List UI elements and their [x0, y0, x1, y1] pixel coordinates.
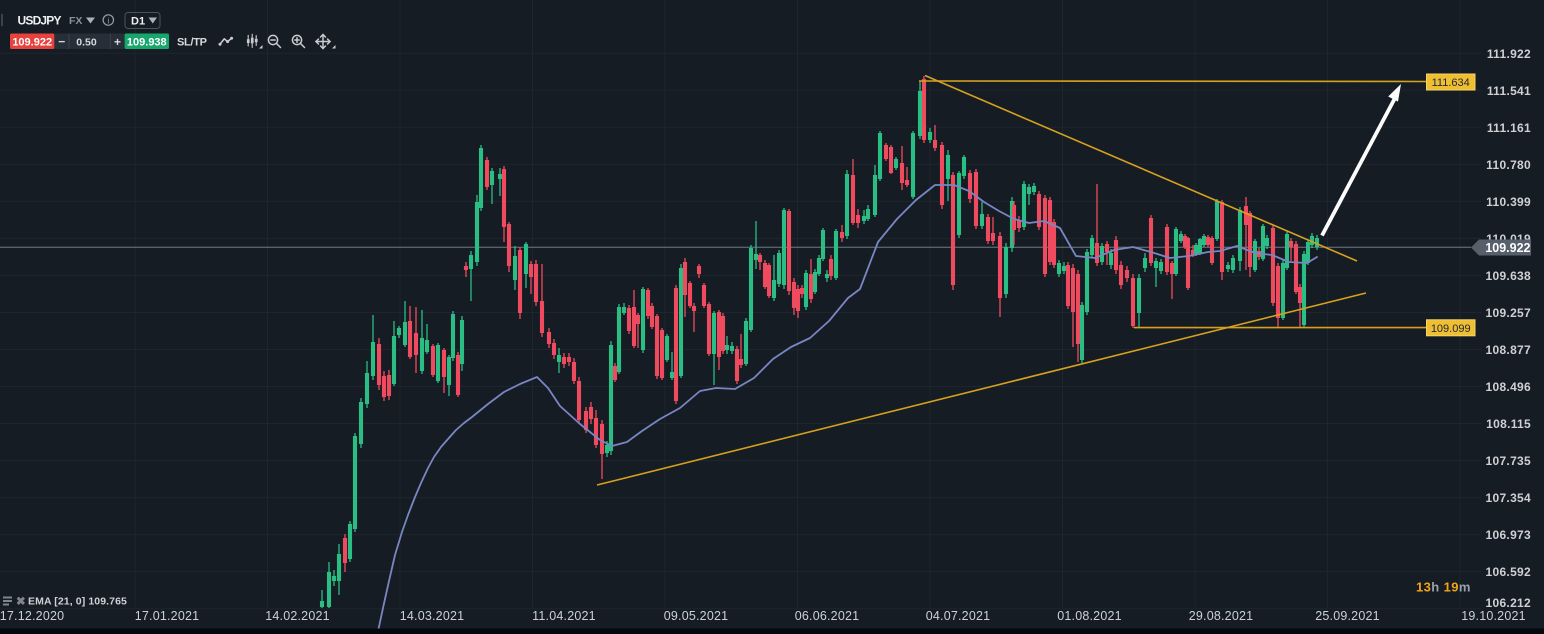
svg-text:+: +: [114, 35, 121, 49]
svg-text:D1: D1: [131, 16, 145, 28]
svg-text:SL/TP: SL/TP: [177, 37, 207, 49]
svg-text:11.04.2021: 11.04.2021: [532, 609, 596, 623]
svg-text:19.10.2021: 19.10.2021: [1461, 609, 1526, 623]
svg-text:110.780: 110.780: [1486, 158, 1531, 172]
svg-text:14.03.2021: 14.03.2021: [400, 609, 465, 623]
svg-text:111.634: 111.634: [1432, 77, 1470, 89]
svg-text:0.50: 0.50: [76, 37, 97, 49]
svg-text:109.638: 109.638: [1486, 269, 1532, 283]
svg-text:108.115: 108.115: [1486, 417, 1531, 431]
svg-text:✖: ✖: [16, 596, 26, 608]
svg-text:107.735: 107.735: [1486, 454, 1532, 468]
svg-text:110.399: 110.399: [1486, 195, 1531, 209]
svg-text:111.161: 111.161: [1487, 121, 1531, 135]
svg-text:111.922: 111.922: [1487, 47, 1531, 61]
svg-text:108.496: 108.496: [1486, 380, 1532, 394]
svg-text:25.09.2021: 25.09.2021: [1315, 609, 1380, 623]
svg-text:09.05.2021: 09.05.2021: [664, 609, 729, 623]
svg-text:111.541: 111.541: [1487, 84, 1531, 98]
svg-text:FX: FX: [69, 15, 82, 27]
svg-text:106.592: 106.592: [1486, 565, 1532, 579]
svg-text:109.938: 109.938: [127, 37, 167, 49]
svg-text:14.02.2021: 14.02.2021: [265, 609, 330, 623]
svg-text:17.12.2020: 17.12.2020: [0, 609, 64, 623]
svg-text:EMA [21, 0] 109.765: EMA [21, 0] 109.765: [28, 596, 127, 608]
svg-text:109.922: 109.922: [12, 37, 52, 49]
svg-text:109.257: 109.257: [1486, 306, 1532, 320]
svg-text:USDJPY: USDJPY: [18, 14, 62, 28]
svg-text:106.973: 106.973: [1486, 528, 1532, 542]
svg-text:06.06.2021: 06.06.2021: [795, 609, 860, 623]
svg-text:17.01.2021: 17.01.2021: [135, 609, 200, 623]
svg-text:107.354: 107.354: [1486, 491, 1532, 505]
svg-text:108.877: 108.877: [1486, 343, 1532, 357]
svg-text:13h 19m: 13h 19m: [1416, 580, 1471, 595]
svg-text:04.07.2021: 04.07.2021: [926, 609, 991, 623]
svg-text:109.099: 109.099: [1431, 323, 1471, 335]
svg-text:i: i: [107, 16, 109, 26]
svg-text:109.922: 109.922: [1485, 241, 1530, 255]
svg-text:106.212: 106.212: [1486, 596, 1532, 610]
svg-text:−: −: [58, 35, 65, 49]
svg-text:01.08.2021: 01.08.2021: [1057, 609, 1122, 623]
svg-text:29.08.2021: 29.08.2021: [1189, 609, 1254, 623]
